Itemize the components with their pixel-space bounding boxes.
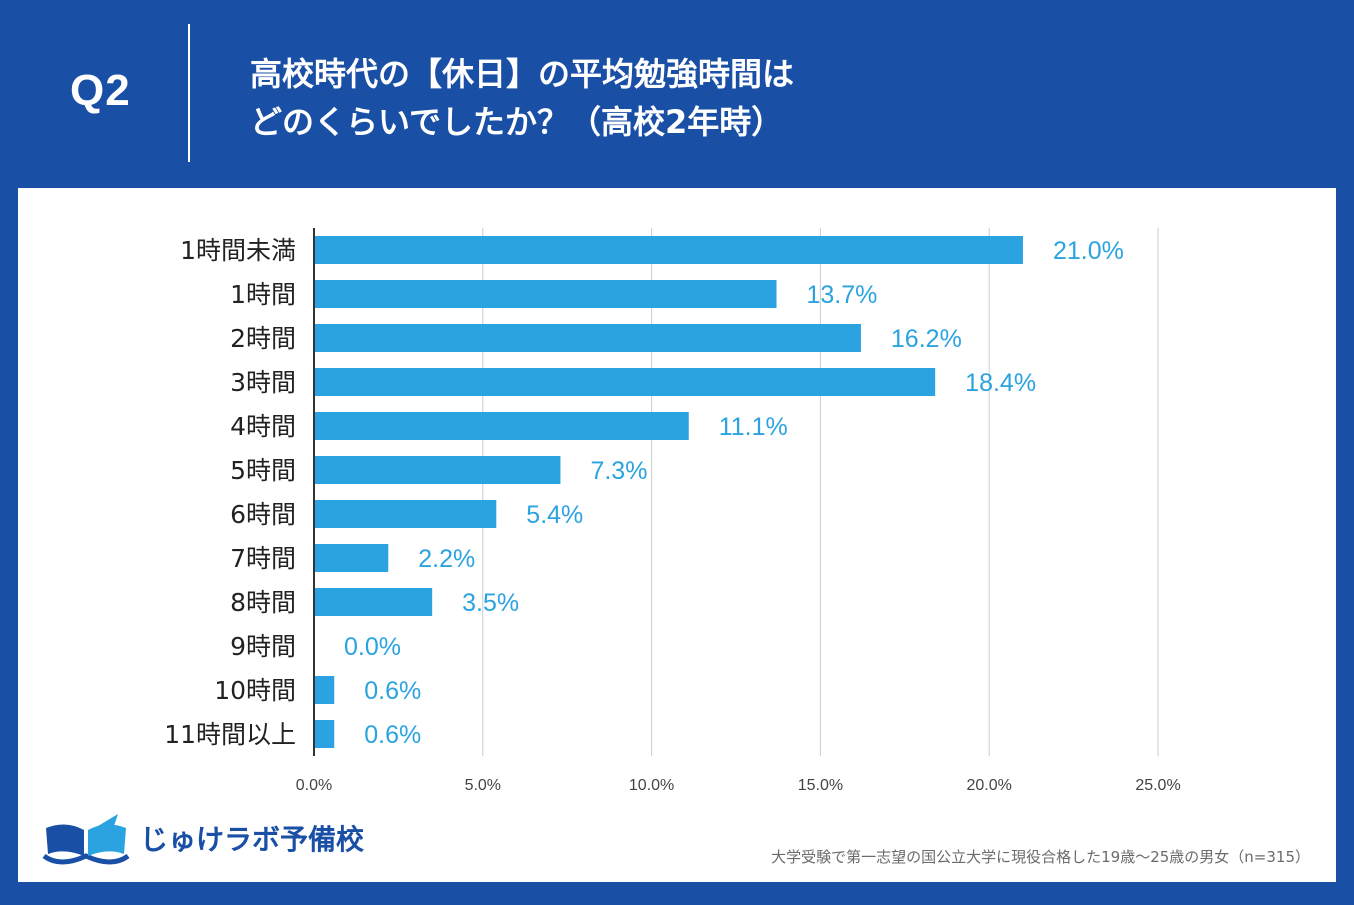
value-label: 7.3% xyxy=(590,457,647,485)
bar xyxy=(314,588,433,616)
category-label: 1時間未満 xyxy=(180,236,296,265)
category-label: 1時間 xyxy=(230,280,296,309)
bar xyxy=(314,280,777,308)
value-label: 5.4% xyxy=(526,501,583,529)
open-book-icon xyxy=(42,814,130,865)
value-label: 13.7% xyxy=(807,281,878,309)
bar xyxy=(314,368,936,396)
category-label: 8時間 xyxy=(230,588,296,617)
header: Q2 高校時代の【休日】の平均勉強時間は どのくらいでしたか？（高校2年時） xyxy=(0,0,1354,188)
bar-chart: 0.0% 5.0% 10.0% 15.0% 20.0% 25.0% 1時間未満 21.0% 1時… xyxy=(164,228,1181,794)
category-label: 3時間 xyxy=(230,368,296,397)
category-label: 6時間 xyxy=(230,500,296,529)
question-title-line1: 高校時代の【休日】の平均勉強時間は xyxy=(250,55,795,93)
value-label: 3.5% xyxy=(462,589,519,617)
category-label: 7時間 xyxy=(230,544,296,573)
x-tick-label: 15.0% xyxy=(798,777,843,794)
question-title-line2: どのくらいでしたか？（高校2年時） xyxy=(250,103,784,141)
question-title: 高校時代の【休日】の平均勉強時間は どのくらいでしたか？（高校2年時） xyxy=(250,50,794,146)
x-tick-label: 25.0% xyxy=(1135,777,1180,794)
bar xyxy=(314,500,497,528)
bar xyxy=(314,544,389,572)
value-label: 2.2% xyxy=(418,545,475,573)
category-label: 11時間以上 xyxy=(164,720,296,749)
value-label: 0.6% xyxy=(364,677,421,705)
x-tick-label: 20.0% xyxy=(967,777,1012,794)
bar xyxy=(314,676,335,704)
question-number: Q2 xyxy=(70,66,131,115)
footnote: 大学受験で第一志望の国公立大学に現役合格した19歳〜25歳の男女（n=315） xyxy=(771,848,1310,866)
value-label: 0.6% xyxy=(364,721,421,749)
chart-panel: 0.0% 5.0% 10.0% 15.0% 20.0% 25.0% 1時間未満 21.0% 1時… xyxy=(18,188,1336,882)
bar xyxy=(314,236,1023,264)
category-label: 2時間 xyxy=(230,324,296,353)
value-label: 16.2% xyxy=(891,325,962,353)
category-label: 5時間 xyxy=(230,456,296,485)
category-label: 10時間 xyxy=(214,676,296,705)
x-tick-label: 5.0% xyxy=(465,777,501,794)
category-label: 4時間 xyxy=(230,412,296,441)
value-label: 21.0% xyxy=(1053,237,1124,265)
category-label: 9時間 xyxy=(230,632,296,661)
x-tick-label: 0.0% xyxy=(296,777,332,794)
bar xyxy=(314,720,335,748)
bar xyxy=(314,324,861,352)
bar xyxy=(314,412,689,440)
value-label: 0.0% xyxy=(344,633,401,661)
logo-text: じゅけラボ予備校 xyxy=(140,823,365,856)
value-label: 18.4% xyxy=(965,369,1036,397)
value-label: 11.1% xyxy=(719,413,788,441)
header-divider xyxy=(188,24,190,162)
bar xyxy=(314,456,561,484)
x-tick-label: 10.0% xyxy=(629,777,674,794)
logo: じゅけラボ予備校 xyxy=(40,808,364,868)
